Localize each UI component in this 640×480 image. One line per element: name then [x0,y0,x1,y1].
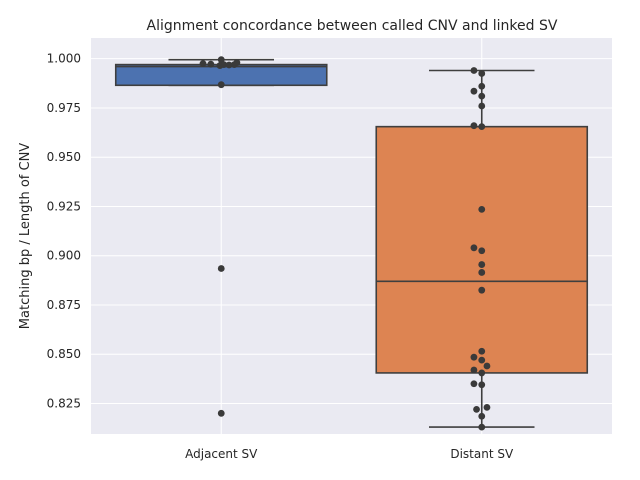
data-point [470,380,478,388]
data-point [470,67,478,74]
data-point [473,405,480,413]
data-point [483,362,491,370]
data-point [470,122,478,130]
y-tick-label: 1.000 [47,52,81,66]
data-point [470,87,478,95]
data-point [478,381,486,389]
data-point [478,286,486,294]
data-point [216,62,224,69]
data-point [199,60,207,68]
x-tick-label: Adjacent SV [185,447,258,461]
data-point [478,369,486,377]
data-point [478,247,486,255]
data-point [478,70,486,77]
data-point [478,92,486,100]
data-point [470,366,478,374]
chart-title: Alignment concordance between called CNV… [147,18,558,34]
y-tick-labels: 0.825 0.850 0.875 0.900 0.925 0.950 0.975 1.000 [47,52,81,411]
data-point [478,347,486,355]
data-point [230,61,238,68]
data-point [478,356,486,364]
boxes [114,58,589,428]
y-tick-label: 0.850 [47,347,81,361]
data-point [478,423,486,431]
y-axis-label: Matching bp / Length of CNV [18,143,33,329]
data-point [478,206,486,213]
data-point [207,60,215,68]
data-point [217,409,225,417]
x-tick-label: Distant SV [450,447,514,461]
y-tick-label: 0.825 [47,396,81,410]
data-point [217,81,225,89]
data-point [478,102,486,110]
data-point [478,123,486,131]
data-point [483,404,491,411]
y-tick-label: 0.925 [47,199,81,213]
data-point [225,61,233,69]
data-point [478,269,486,276]
y-tick-label: 0.950 [47,150,81,164]
data-point [470,353,478,361]
y-tick-label: 0.875 [47,298,81,312]
y-tick-label: 0.975 [47,101,81,115]
data-points [199,56,491,431]
x-tick-labels: Adjacent SV Distant SV [185,447,514,461]
data-point [478,82,486,90]
y-tick-label: 0.900 [47,249,81,263]
data-point [478,261,486,268]
data-point [470,244,478,252]
data-point [478,412,486,420]
data-point [217,265,225,272]
